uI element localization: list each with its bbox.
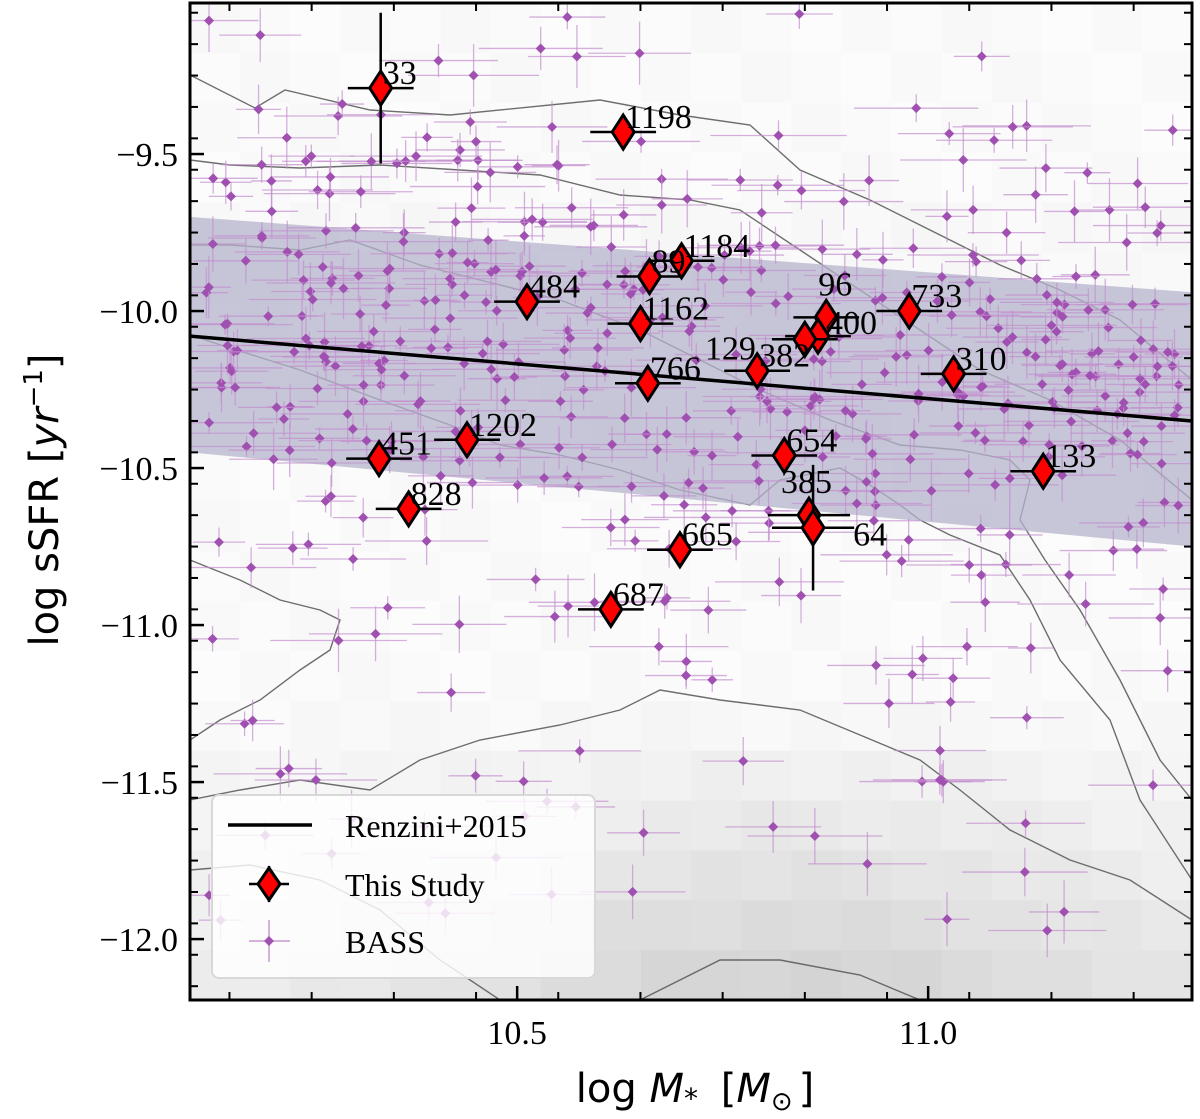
study-point-label: 310 [956, 341, 1007, 378]
study-point-label: 828 [411, 476, 462, 513]
bass-points [190, 3, 1192, 958]
study-point-1184: 1184 [648, 228, 751, 281]
legend-label-bass: BASS [345, 924, 425, 960]
study-point-484: 484 [494, 269, 580, 322]
study-point-129: 129 [705, 319, 838, 367]
study-point-64: 64 [771, 464, 887, 591]
x-tick-label: 11.0 [899, 1015, 957, 1052]
study-point-label: 687 [613, 576, 664, 613]
study-point-label: 451 [381, 426, 432, 463]
study-point-1202: 1202 [434, 407, 537, 460]
legend-label-renzini: Renzini+2015 [345, 808, 527, 844]
study-point-label: 1162 [642, 291, 709, 328]
legend-label-this-study: This Study [345, 867, 485, 903]
tick-labels: 10.5 11.0 −9.5 −10.0 −10.5 −11.0 −11.5 −12.0 [99, 137, 957, 1052]
study-point-label: 129 [705, 330, 756, 367]
study-point-382: 382 [724, 338, 810, 391]
study-point-label: 400 [826, 305, 877, 342]
plot-frame [188, 1, 1194, 1002]
study-point-label: 33 [383, 55, 417, 92]
study-point-310: 310 [920, 341, 1007, 394]
study-point-label: 484 [529, 269, 580, 306]
study-point-687: 687 [577, 576, 664, 630]
y-tick-label: −11.0 [101, 608, 178, 645]
y-tick-label: −9.5 [116, 137, 178, 174]
x-tick-label: 10.5 [487, 1015, 547, 1052]
study-point-label: 665 [682, 517, 733, 554]
legend: Renzini+2015 This Study BASS [211, 794, 596, 979]
study-point-label: 654 [786, 422, 837, 459]
y-axis-title: log sSFR [yr−1] [19, 353, 68, 646]
legend-bass-icon [249, 920, 290, 962]
study-point-733: 733 [876, 278, 962, 331]
study-point-828: 828 [375, 476, 462, 529]
study-point-96: 96 [793, 266, 860, 338]
study-point-133: 133 [1010, 438, 1096, 491]
y-tick-label: −11.5 [101, 765, 178, 802]
x-axis-title: log M* [M⊙] [576, 1066, 814, 1118]
y-tick-label: −12.0 [99, 922, 178, 959]
legend-diamond-icon [249, 865, 289, 903]
y-tick-label: −10.5 [99, 451, 178, 488]
study-point-label: 1202 [469, 407, 537, 444]
study-point-33: 33 [347, 12, 417, 164]
axis-ticks [190, 3, 1192, 1000]
study-point-label: 385 [781, 464, 832, 501]
study-point-654: 654 [751, 422, 837, 476]
study-point-766: 766 [614, 350, 701, 404]
study-point-label: 1184 [684, 228, 751, 265]
study-point-label: 382 [759, 338, 810, 375]
study-point-label: 733 [911, 278, 962, 315]
study-point-label: 96 [818, 266, 852, 303]
study-point-label: 64 [853, 517, 887, 554]
study-point-89: 89 [616, 244, 685, 297]
y-tick-label: −10.0 [99, 294, 178, 331]
study-point-665: 665 [647, 517, 733, 570]
study-point-1162: 1162 [607, 291, 709, 344]
study-point-1198: 1198 [590, 99, 692, 152]
study-point-label: 1198 [625, 99, 692, 136]
study-point-label: 89 [651, 244, 685, 281]
study-point-451: 451 [346, 426, 432, 479]
study-point-label: 766 [650, 350, 701, 387]
renzini-line [190, 334, 1192, 423]
legend-box [211, 794, 596, 979]
study-point-label: 133 [1045, 438, 1096, 475]
